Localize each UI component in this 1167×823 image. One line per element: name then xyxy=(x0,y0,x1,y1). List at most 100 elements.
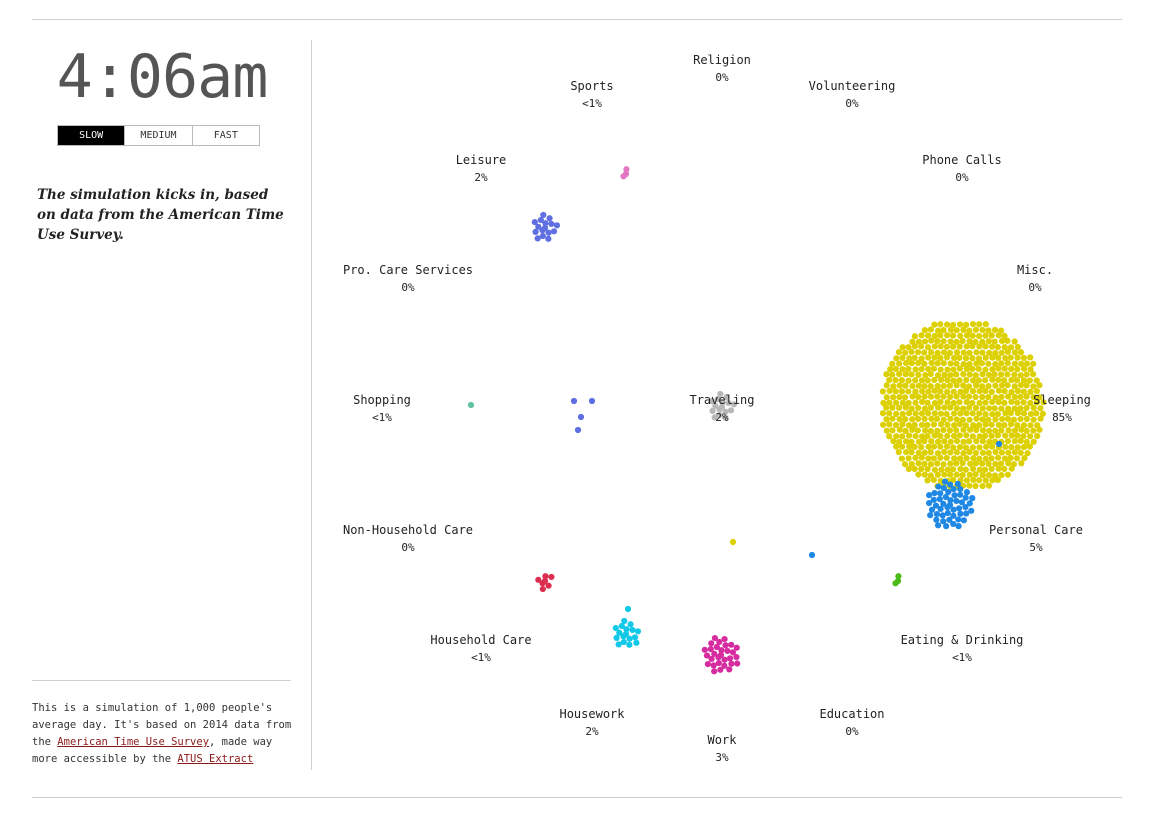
person-dot-sleeping xyxy=(991,338,998,345)
person-dot-sleeping xyxy=(901,349,909,356)
person-dot-sleeping xyxy=(899,421,906,428)
person-dot-sleeping xyxy=(941,448,948,456)
person-dot-sleeping xyxy=(890,394,897,401)
person-dot-work xyxy=(708,655,715,662)
person-dot-sleeping xyxy=(1017,382,1025,389)
person-dot-personal-care xyxy=(933,516,940,523)
person-dot-sleeping xyxy=(892,421,900,429)
person-dot-sleeping xyxy=(979,427,987,434)
person-dot-sleeping xyxy=(953,449,960,456)
person-dot-sleeping xyxy=(930,443,938,450)
person-dot-sleeping xyxy=(956,399,963,406)
person-dot-sleeping xyxy=(934,471,941,478)
person-dot-sleeping xyxy=(985,416,992,423)
person-dot-sleeping xyxy=(998,371,1005,378)
person-dot-sleeping xyxy=(918,410,926,417)
person-dot-sleeping xyxy=(953,349,961,356)
activity-label: Religion xyxy=(693,53,751,67)
activity-percent: 0% xyxy=(955,171,969,184)
person-dot-sleeping xyxy=(947,404,954,411)
activity-label: Leisure xyxy=(455,153,507,167)
person-dot-sleeping xyxy=(940,416,947,423)
person-dot-sleeping xyxy=(1005,427,1012,434)
person-dot-sleeping xyxy=(972,372,979,379)
activity-sleeping: Sleeping 85% xyxy=(992,391,1132,427)
person-dot-sleeping xyxy=(931,376,938,384)
person-dot-sleeping xyxy=(944,366,951,373)
person-dot-sleeping xyxy=(905,422,913,429)
person-dot-sleeping xyxy=(989,443,996,450)
person-dot-sleeping xyxy=(960,405,967,412)
person-dot-sleeping xyxy=(962,422,970,429)
person-dot-sleeping xyxy=(934,382,941,390)
person-dot-sleeping xyxy=(1014,343,1021,351)
person-dot-sleeping xyxy=(927,449,934,456)
person-dot-sleeping xyxy=(946,382,954,389)
person-dot-sleeping xyxy=(950,366,957,373)
person-dot-sleeping xyxy=(921,360,928,367)
person-dot-sleeping xyxy=(1026,377,1033,384)
person-dot-sleeping xyxy=(953,382,960,389)
person-dot-sleeping xyxy=(947,360,954,367)
person-dot-sleeping xyxy=(924,433,931,440)
person-dot-leisure xyxy=(535,223,542,230)
activity-label: Shopping xyxy=(353,393,411,407)
person-dot-sleeping xyxy=(925,388,932,395)
person-dot-sleeping xyxy=(982,354,989,361)
person-dot-personal-care xyxy=(968,507,975,514)
person-dot-sleeping xyxy=(896,393,903,401)
person-dot-sleeping xyxy=(979,326,986,334)
person-dot-sleeping xyxy=(912,366,919,373)
person-dot-sleeping xyxy=(988,465,995,473)
person-dot-housework xyxy=(634,628,642,635)
activity-percent: 0% xyxy=(401,281,415,294)
person-dot-sleeping xyxy=(893,433,900,440)
speed-medium-button[interactable]: MEDIUM xyxy=(125,126,193,145)
person-dot-sleeping xyxy=(1010,461,1017,468)
person-dot-sleeping xyxy=(985,338,993,345)
speed-fast-button[interactable]: FAST xyxy=(192,126,259,145)
person-dot-sleeping xyxy=(976,433,983,440)
person-dot-sleeping xyxy=(1011,338,1018,345)
person-dot-personal-care xyxy=(939,512,946,519)
person-dot-sleeping xyxy=(883,382,890,389)
clock-time: 4:06am xyxy=(56,42,269,112)
person-dot-personal-care xyxy=(927,512,934,519)
person-dot-sleeping xyxy=(978,460,986,467)
person-dot-sleeping xyxy=(1008,444,1015,451)
atus-extract-link[interactable]: ATUS Extract xyxy=(177,753,254,765)
person-dot-sleeping xyxy=(998,449,1006,456)
person-dot-sleeping xyxy=(998,427,1005,434)
person-dot-sleeping xyxy=(951,410,958,417)
person-dot-sleeping xyxy=(970,476,977,483)
person-dot-sleeping xyxy=(921,415,928,423)
person-dot-sleeping xyxy=(1030,360,1037,367)
person-dot-personal-care xyxy=(934,522,942,529)
person-dot-moving xyxy=(570,397,578,405)
activity-percent: <1% xyxy=(952,651,972,664)
person-dot-sleeping xyxy=(1018,360,1025,367)
person-dot-sleeping xyxy=(995,376,1002,384)
atus-link[interactable]: American Time Use Survey xyxy=(57,736,210,748)
person-dot-sleeping xyxy=(994,432,1002,439)
person-dot-sleeping xyxy=(919,388,926,395)
person-dot-sleeping xyxy=(973,382,980,389)
person-dot-sleeping xyxy=(944,477,951,484)
person-dot-sleeping xyxy=(957,477,964,484)
person-dot-sleeping xyxy=(899,344,906,351)
person-dot-housework xyxy=(621,617,628,625)
person-dot-sleeping xyxy=(927,370,934,378)
person-dot-work xyxy=(708,640,715,647)
person-dot-sleeping xyxy=(905,399,912,407)
person-dot-sleeping xyxy=(960,360,967,368)
person-dot-sleeping xyxy=(915,460,922,467)
person-dot-sleeping xyxy=(947,393,954,401)
person-dot-sleeping xyxy=(924,377,931,384)
person-dot-sleeping xyxy=(906,355,913,362)
person-dot-personal-care xyxy=(950,485,957,493)
person-dot-sleeping xyxy=(944,399,951,406)
speed-slow-button[interactable]: SLOW xyxy=(58,126,126,145)
person-dot-sleeping xyxy=(956,354,963,361)
activity-label: Volunteering xyxy=(808,79,896,93)
person-dot-sleeping xyxy=(972,482,979,490)
